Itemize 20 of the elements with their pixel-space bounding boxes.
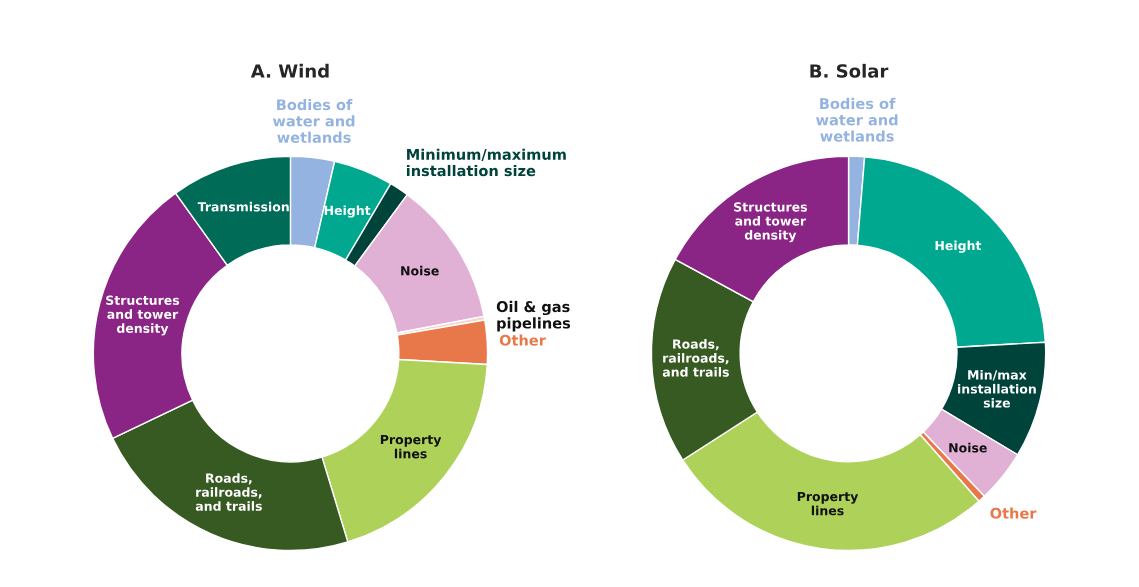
slice-label: Transmission: [197, 201, 289, 212]
slice-label: Property lines: [380, 435, 442, 459]
slice-label: Structures and tower density: [106, 295, 180, 336]
slice-label: Minimum/maximum installation size: [406, 148, 566, 177]
slice-label: Bodies of water and wetlands: [816, 97, 898, 142]
slice-label: Roads, railroads, and trails: [662, 339, 729, 377]
chart-title: B. Solar: [810, 63, 889, 78]
slice-label: Noise: [949, 442, 987, 453]
slice-label: Height: [935, 240, 982, 253]
slice-label: Property lines: [797, 491, 859, 516]
slice-label: Height: [324, 205, 371, 218]
chart-title: A. Wind: [250, 63, 329, 78]
slice-label: Other: [990, 507, 1037, 519]
slice-label: Structures and tower density: [734, 202, 807, 243]
slice-label: Noise: [401, 265, 439, 276]
slice-label: Roads, railroads, and trails: [195, 473, 262, 511]
slice-label: Bodies of water and wetlands: [272, 98, 355, 143]
slice-label: Other: [499, 334, 546, 346]
slice-label: Min/max installation size: [958, 369, 1036, 408]
slice-label: Oil & gas pipelines: [496, 300, 571, 332]
